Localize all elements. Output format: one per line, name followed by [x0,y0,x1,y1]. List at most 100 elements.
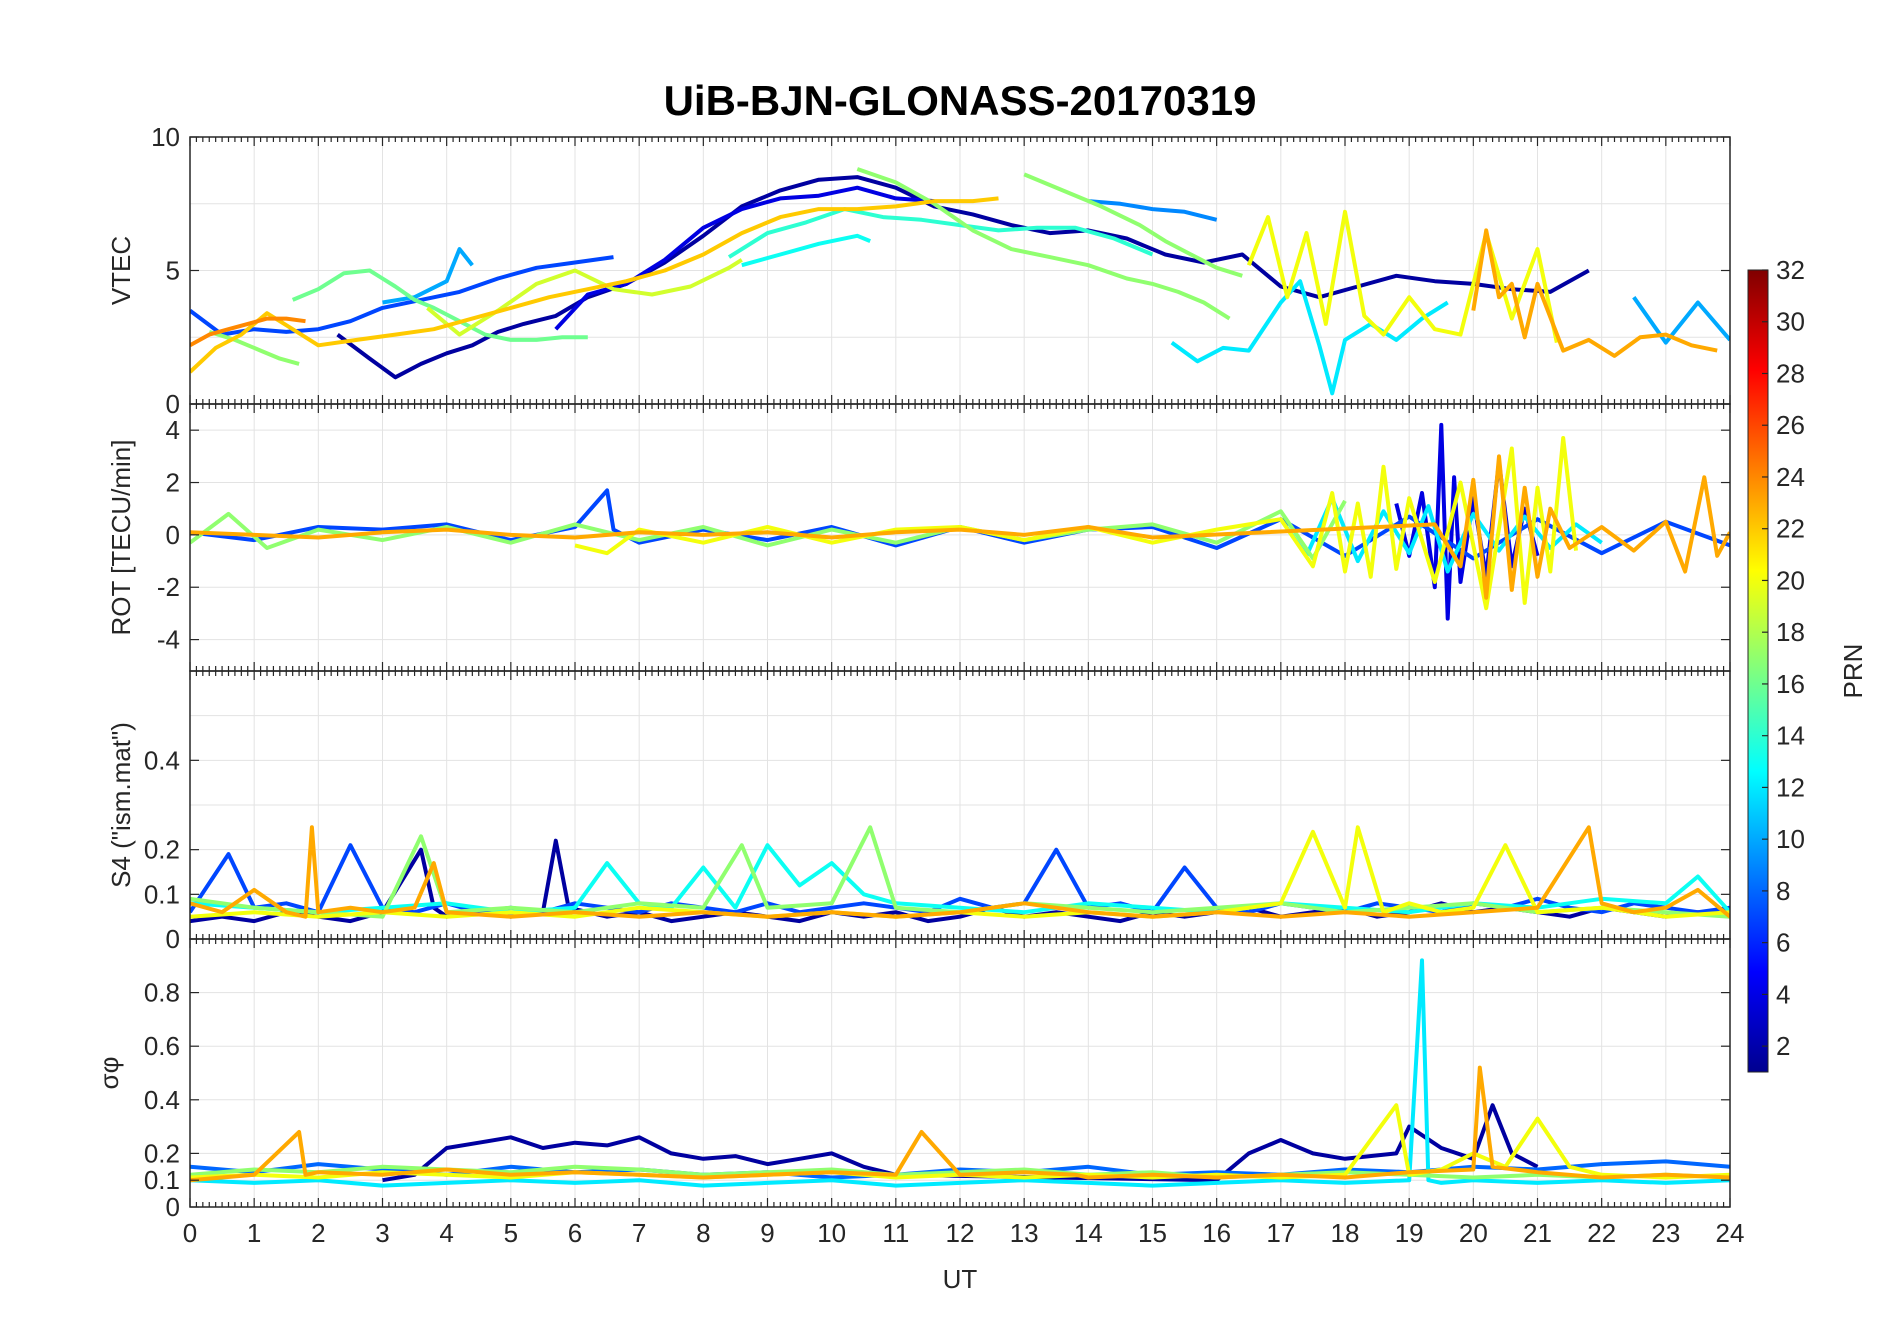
colorbar-tick-label: 12 [1776,772,1805,802]
panel-s4: 0 0.1 0.2 0.4 S4 ("ism.mat") [106,670,1731,954]
x-tick-label: 23 [1651,1218,1680,1248]
y-axis-label: σφ [94,1057,124,1090]
y-tick-label: 0.2 [144,1138,180,1168]
colorbar-tick-label: 26 [1776,410,1805,440]
x-tick-label: 4 [439,1218,453,1248]
series-line-prn-10 [1632,296,1730,345]
series-line-prn-24 [190,316,306,348]
y-tick-label: 0.1 [144,1165,180,1195]
y-tick-label: 0 [166,389,180,419]
x-tick-label: 2 [311,1218,325,1248]
x-tick-label: 8 [696,1218,710,1248]
y-tick-label: 10 [151,122,180,152]
series-line-prn-14 [727,207,1154,259]
colorbar-tick-label: 24 [1776,462,1805,492]
series-line-prn-2 [382,1103,1539,1183]
x-tick-label: 20 [1459,1218,1488,1248]
y-tick-label: 2 [166,468,180,498]
y-tick-label: 0.6 [144,1031,180,1061]
x-tick-label: 3 [375,1218,389,1248]
series-group [190,167,1730,396]
series-line-prn-13 [741,233,871,268]
x-tick-label: 11 [882,1218,909,1248]
x-tick-label: 18 [1331,1218,1360,1248]
x-tick-label: 19 [1395,1218,1424,1248]
x-tick-label: 15 [1138,1218,1167,1248]
colorbar-tick-label: 28 [1776,358,1805,388]
colorbar-tick-label: 4 [1776,979,1790,1009]
series-group [190,958,1730,1188]
series-line-prn-23 [190,1065,1730,1183]
series-line-prn-17 [190,825,1730,919]
colorbar-tick-label: 10 [1776,824,1805,854]
colorbar-gradient [1747,269,1769,1073]
y-axis-label: S4 ("ism.mat") [106,722,136,888]
colorbar-tick-label: 14 [1776,721,1805,751]
colorbar-label: PRN [1838,644,1868,699]
y-axis-label: ROT [TECU/min] [106,440,136,636]
colorbar-tick-label: 8 [1776,876,1790,906]
colorbar-tick-label: 18 [1776,617,1805,647]
x-tick-label: 1 [247,1218,261,1248]
y-tick-label: 0.1 [144,879,180,909]
colorbar-tick-label: 6 [1776,928,1790,958]
panel-ticks [189,136,1731,405]
x-tick-label: 5 [504,1218,518,1248]
x-tick-label: 9 [760,1218,774,1248]
x-tick-label: 13 [1010,1218,1039,1248]
x-tick-label: 24 [1716,1218,1745,1248]
x-tick-label: 17 [1266,1218,1295,1248]
series-line-prn-16 [291,268,588,342]
panel-vtec: 0 5 10 VTEC [106,122,1731,419]
y-tick-label: 0.8 [144,978,180,1008]
x-tick-label: 21 [1523,1218,1552,1248]
x-tick-labels: 0 1 2 3 4 5 6 7 8 9 10 11 12 13 14 15 16 17 18 19 20 21 22 23 24 [183,1218,1745,1248]
series-group [190,422,1730,621]
series-line-prn-17 [1023,172,1243,278]
y-tick-label: 0 [166,520,180,550]
y-tick-label: 0.2 [144,835,180,865]
colorbar-tick-label: 16 [1776,669,1805,699]
series-line-prn-19 [426,258,743,337]
series-group [190,825,1730,924]
series-line-prn-12 [190,958,1730,1188]
y-tick-label: 0.4 [144,745,180,775]
y-tick-label: -2 [157,572,180,602]
y-tick-label: 0.4 [144,1085,180,1115]
series-line-prn-20 [574,436,1578,611]
x-tick-label: 16 [1202,1218,1231,1248]
series-line-prn-7 [190,255,614,337]
series-line-prn-17 [208,329,300,366]
colorbar-tick-label: 30 [1776,307,1805,337]
y-tick-label: 4 [166,415,180,445]
y-tick-label: 0 [166,924,180,954]
series-line-prn-23 [190,825,1730,919]
series-line-prn-9 [1088,199,1218,222]
x-tick-label: 12 [946,1218,975,1248]
panel-ticks [189,671,1731,940]
series-line-prn-23 [1471,228,1718,358]
colorbar-tick-label: 32 [1776,255,1805,285]
panel-grid [189,671,1731,939]
y-tick-label: 5 [166,256,180,286]
panel-ticks [189,404,1731,671]
panel-sigma_phi: 00.10.2 0.4 0.6 0.8 σφ [94,938,1731,1222]
series-line-prn-22 [190,196,999,374]
y-tick-label: -4 [157,625,180,655]
x-tick-label: 6 [568,1218,582,1248]
series-line-prn-10 [382,247,474,305]
chart-title: UiB-BJN-GLONASS-20170319 [664,77,1257,124]
colorbar-tick-label: 20 [1776,565,1805,595]
series-line-prn-20 [190,1103,1730,1180]
colorbar-tick-label: 2 [1776,1031,1790,1061]
x-tick-label: 0 [183,1218,197,1248]
y-axis-label: VTEC [106,236,136,305]
x-tick-label: 22 [1587,1218,1616,1248]
panel-rot: -4 -2 0 2 4 ROT [TECU/min] [106,403,1731,672]
x-tick-label: 10 [817,1218,846,1248]
series-line-prn-23 [190,454,1730,600]
series-line-prn-12 [1170,279,1449,396]
